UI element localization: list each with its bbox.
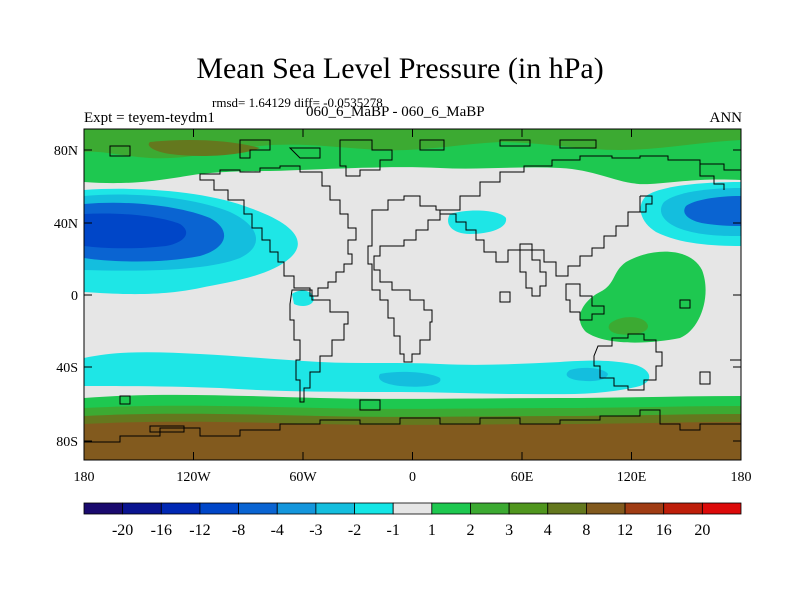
y-tick-label: 40S xyxy=(56,361,78,376)
y-axis: 80N 40N 0 40S 80S xyxy=(54,144,741,450)
colorbar-swatch xyxy=(547,502,587,515)
coastline-eurasia xyxy=(440,155,741,277)
colorbar-swatch xyxy=(276,502,317,515)
npac-west-deepblue xyxy=(84,213,187,249)
coastline-australia xyxy=(593,333,663,391)
coastline-japan-kamchatka xyxy=(640,164,725,213)
coastline-africa-europe xyxy=(367,195,441,363)
coastline-arctic-islands xyxy=(109,139,597,159)
x-tick-label: 120W xyxy=(176,470,211,485)
npac-east-blue xyxy=(684,196,741,226)
south-cyan-band xyxy=(84,352,650,395)
colorbar-label: -4 xyxy=(271,522,284,539)
colorbar-label: -12 xyxy=(189,522,210,539)
colorbar-label: -2 xyxy=(348,522,361,539)
y-tick-label: 80S xyxy=(56,435,78,450)
colorbar-label: -8 xyxy=(232,522,245,539)
y-tick-label: 0 xyxy=(71,289,78,304)
coastline-americas-north xyxy=(199,165,357,297)
colorbar-label: 3 xyxy=(505,522,513,539)
coastline-misc-islands xyxy=(119,291,741,405)
colorbar-label: 20 xyxy=(694,522,710,539)
colorbar-label: -3 xyxy=(309,522,322,539)
pacific-green-region xyxy=(579,251,706,343)
coastline-greenland xyxy=(339,139,393,177)
colorbar-label: 16 xyxy=(656,522,672,539)
coastlines xyxy=(84,139,741,443)
pressure-field xyxy=(84,129,741,460)
colorbar-swatch xyxy=(624,502,665,515)
y-tick-label: 80N xyxy=(54,144,78,159)
x-tick-label: 0 xyxy=(409,470,416,485)
subtitle-label: 060_6_MaBP - 060_6_MaBP xyxy=(306,104,485,120)
y-tick-label: 40N xyxy=(54,217,78,232)
colorbar-label: -16 xyxy=(151,522,172,539)
north-olive-patch xyxy=(148,140,260,156)
colorbar-swatch xyxy=(392,502,433,515)
coastline-antarctic-peninsula xyxy=(149,399,381,433)
colorbar-label: 2 xyxy=(466,522,474,539)
south-brown-band xyxy=(84,421,741,460)
north-midgreen-patch xyxy=(84,129,741,159)
chart-title: Mean Sea Level Pressure (in hPa) xyxy=(196,52,604,85)
colorbar-swatch xyxy=(586,502,626,515)
south-cyan-core xyxy=(378,371,441,387)
stats-text: rmsd= 1.64129 diff= -0.0535278 xyxy=(212,95,383,110)
experiment-label: Expt = teyem-teydm1 xyxy=(84,110,215,126)
x-tick-label: 120E xyxy=(617,470,647,485)
pacific-midgreen-core xyxy=(608,317,648,335)
colorbar-swatch xyxy=(199,502,239,515)
colorbar-label: -20 xyxy=(112,522,133,539)
x-tick-label: 60E xyxy=(511,470,534,485)
colorbar-swatch xyxy=(470,502,510,515)
colorbar-label: -1 xyxy=(387,522,400,539)
coastline-india xyxy=(519,249,547,297)
colorbar-label: 1 xyxy=(428,522,436,539)
colorbar-swatch xyxy=(238,502,278,515)
colorbar-swatch xyxy=(663,502,703,515)
colorbar-swatch xyxy=(354,502,394,515)
coastline-antarctica xyxy=(84,409,741,443)
colorbar: -20 -16 -12 -8 -4 -3 -2 -1 1 2 3 4 8 12 16 20 xyxy=(83,502,742,539)
colorbar-swatch xyxy=(160,502,201,515)
x-tick-label: 60W xyxy=(289,470,317,485)
south-cyan-core-2 xyxy=(566,367,608,382)
colorbar-swatch xyxy=(508,502,549,515)
colorbar-swatch xyxy=(431,502,471,515)
coastline-south-america xyxy=(289,289,349,403)
colorbar-label: 12 xyxy=(617,522,633,539)
colorbar-swatch xyxy=(122,502,162,515)
x-tick-label: 180 xyxy=(731,470,752,485)
x-tick-label: 180 xyxy=(74,470,95,485)
asia-cyan-patch xyxy=(448,210,507,234)
colorbar-swatch xyxy=(83,502,124,515)
colorbar-label: 8 xyxy=(582,522,590,539)
x-axis: 180 120W 60W 0 60E 120E 180 xyxy=(74,129,752,485)
atlantic-cyan-patch xyxy=(292,290,314,306)
colorbar-label: 4 xyxy=(544,522,552,539)
colorbar-swatch xyxy=(315,502,355,515)
coastline-seasia xyxy=(565,283,605,321)
coastline-new-zealand xyxy=(699,371,711,385)
colorbar-swatch xyxy=(701,502,742,515)
season-label: ANN xyxy=(709,110,743,126)
